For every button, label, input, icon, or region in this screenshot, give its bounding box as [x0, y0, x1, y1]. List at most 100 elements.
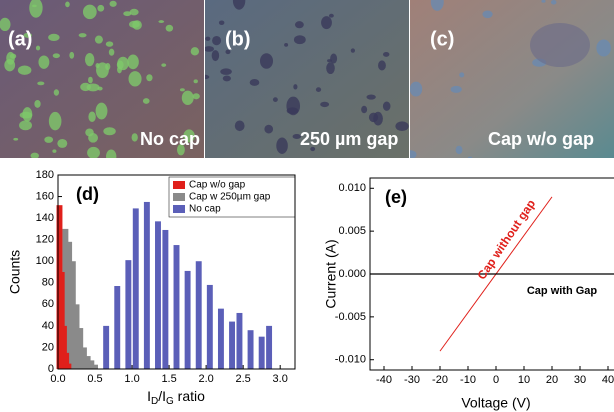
flake	[383, 52, 389, 57]
flake	[456, 146, 463, 154]
x-tick-label: 0.5	[87, 373, 102, 385]
y-tick-label: 180	[36, 169, 54, 181]
bar	[236, 313, 242, 369]
flake	[329, 14, 334, 18]
flake	[205, 37, 210, 41]
y-tick-label: 0.010	[338, 182, 366, 194]
flake	[65, 1, 70, 7]
y-tick-label: 120	[36, 234, 54, 246]
flake	[32, 5, 37, 8]
flake	[158, 20, 164, 23]
flake	[260, 53, 273, 69]
x-axis-label-part: ratio	[174, 388, 205, 404]
x-tick-label: 0	[493, 374, 499, 386]
flake	[161, 63, 166, 66]
flake	[57, 139, 67, 148]
flake	[52, 149, 56, 152]
flake	[361, 106, 367, 113]
flake	[182, 91, 194, 105]
x-tick-label: -10	[460, 374, 476, 386]
flake	[106, 150, 116, 164]
flake	[204, 46, 214, 52]
flake	[123, 11, 131, 16]
flake	[53, 53, 60, 58]
y-tick-label: 20	[42, 341, 54, 353]
x-tick-label: 20	[546, 374, 558, 386]
x-tick-label: -40	[376, 374, 392, 386]
flake	[194, 79, 198, 83]
flake	[351, 48, 355, 52]
flake	[146, 74, 152, 81]
flake	[54, 89, 59, 95]
flake	[19, 120, 32, 130]
flake	[37, 82, 44, 86]
bar	[174, 245, 180, 369]
y-tick-label: -0.005	[335, 311, 366, 323]
flake	[87, 147, 100, 159]
y-tick-label: -0.010	[335, 354, 366, 366]
flake	[127, 54, 139, 69]
x-tick-label: 1.5	[161, 373, 176, 385]
chart-title: (d)	[76, 184, 99, 204]
series-annotation: Cap with Gap	[527, 285, 598, 297]
y-tick-label: 160	[36, 190, 54, 202]
bar	[196, 261, 202, 369]
flake	[103, 127, 115, 135]
x-tick-label: 1.0	[124, 373, 139, 385]
flake	[6, 52, 15, 65]
flake	[106, 41, 113, 46]
flake	[22, 107, 32, 121]
flake	[293, 84, 297, 89]
flake	[219, 20, 224, 25]
flake	[596, 39, 611, 56]
flake	[48, 34, 59, 41]
flake	[373, 112, 383, 126]
flake	[38, 55, 49, 68]
flake	[97, 5, 104, 12]
flake	[166, 25, 173, 32]
flake	[96, 62, 109, 78]
flake	[18, 66, 32, 75]
flake	[44, 136, 53, 142]
bar	[65, 364, 71, 369]
flake	[287, 107, 299, 114]
y-tick-label: 0.000	[338, 268, 366, 280]
panel-caption: No cap	[140, 129, 200, 149]
legend-swatch	[173, 205, 185, 213]
y-tick-label: 0	[48, 363, 54, 375]
flake	[88, 111, 95, 122]
panel-label: (b)	[225, 28, 251, 50]
chart-title: (e)	[385, 187, 407, 207]
flake	[410, 82, 422, 97]
figure: (a) No cap (b) 250 µm gap (c) Cap w/o ga…	[0, 0, 614, 412]
flake	[87, 83, 100, 91]
flake	[88, 77, 93, 84]
flake	[223, 75, 231, 81]
bar	[266, 326, 272, 369]
panel-label: (a)	[8, 28, 32, 50]
flake	[212, 50, 219, 61]
x-tick-label: 30	[574, 374, 586, 386]
x-tick-label: 2.5	[236, 373, 251, 385]
flake	[459, 72, 464, 77]
flake	[36, 46, 40, 51]
legend-label: Cap w/o gap	[189, 180, 246, 191]
flake	[49, 112, 62, 130]
flake	[330, 53, 337, 63]
panel-label: (c)	[430, 28, 454, 50]
flake	[295, 21, 304, 28]
flake	[250, 79, 260, 86]
flake	[220, 68, 232, 75]
flake	[69, 52, 74, 59]
flake	[326, 62, 335, 74]
y-tick-label: 40	[42, 320, 54, 332]
bar	[218, 309, 224, 369]
flake	[530, 23, 590, 67]
panel-caption: 250 µm gap	[300, 129, 398, 149]
y-tick-label: 60	[42, 298, 54, 310]
flake	[468, 157, 472, 159]
x-axis-label: ID/IG ratio	[147, 388, 205, 407]
bar	[229, 322, 235, 369]
flake	[316, 87, 321, 92]
y-tick-label: 100	[36, 255, 54, 267]
